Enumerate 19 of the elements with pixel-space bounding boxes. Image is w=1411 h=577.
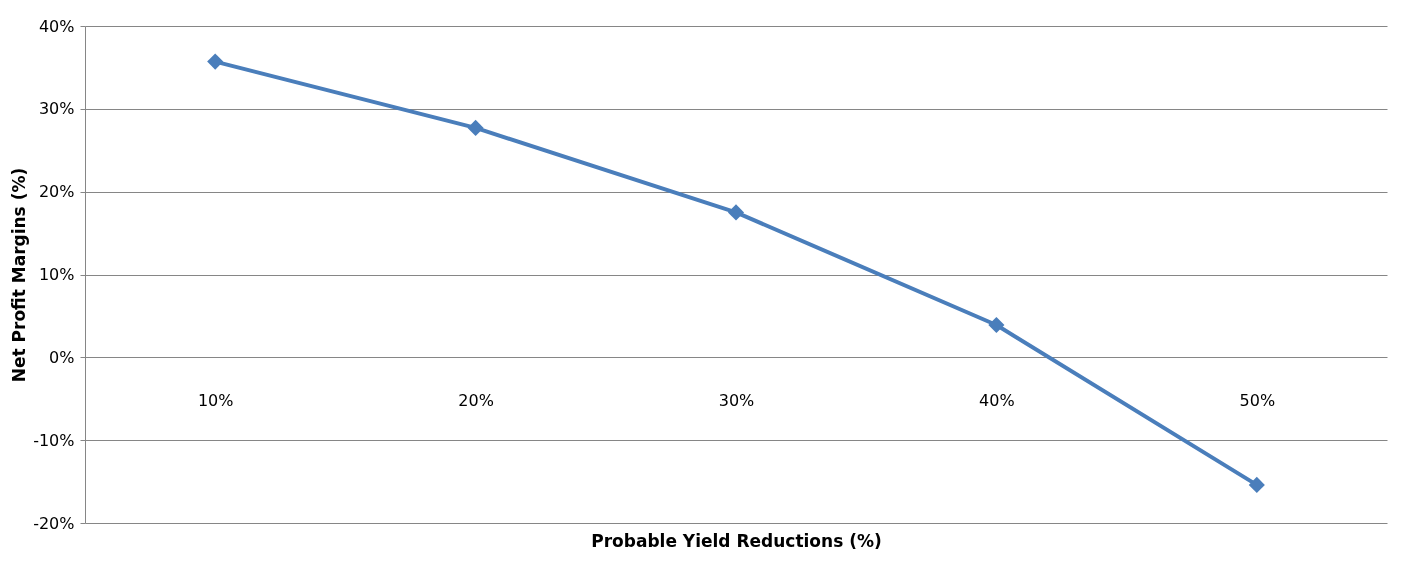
x-axis-title: Probable Yield Reductions (%) [591, 531, 882, 552]
x-tick-label: 30% [718, 391, 755, 411]
point [207, 53, 224, 70]
point [1248, 476, 1265, 493]
point [467, 119, 484, 136]
y-tick-label: 30% [38, 99, 75, 119]
x-tick-label: 50% [1239, 391, 1276, 411]
x-tick-label: 10% [197, 391, 234, 411]
y-axis-title: Net Profit Margins (%) [9, 167, 30, 383]
y-tick-label: -20% [33, 513, 75, 533]
x-tick-label: 20% [458, 391, 494, 411]
point [988, 316, 1005, 334]
y-tick-label: 40% [38, 16, 75, 36]
y-tick-label: 10% [38, 265, 75, 284]
y-tick-label: 20% [38, 182, 75, 202]
y-tick-label: -10% [33, 430, 75, 450]
point [727, 204, 745, 221]
x-tick-label: 40% [979, 391, 1015, 411]
y-tick-label: 0% [49, 347, 75, 367]
